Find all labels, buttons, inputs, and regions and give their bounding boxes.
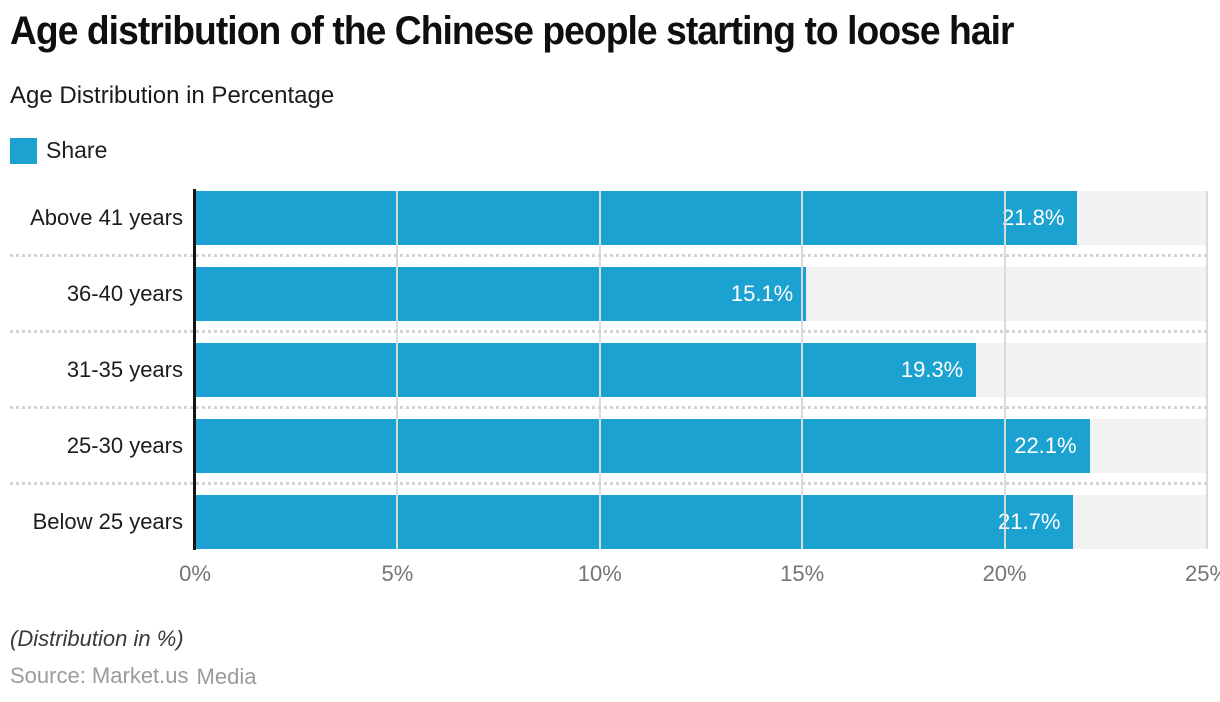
vertical-gridline bbox=[598, 191, 601, 549]
source-text: Source: Market.us Media bbox=[10, 663, 256, 689]
bar-row: Above 41 years 21.8% bbox=[0, 191, 1220, 245]
bar-track: 21.7% bbox=[195, 495, 1207, 549]
bar-share: 21.7% bbox=[195, 495, 1074, 549]
bar-chart-plot-area: Above 41 years 21.8% 36-40 years 15.1% 31-35… bbox=[0, 189, 1220, 550]
bar-share: 15.1% bbox=[195, 267, 807, 321]
source-suffix: Media bbox=[196, 664, 257, 689]
y-axis-line bbox=[193, 189, 196, 550]
vertical-gridline bbox=[1003, 191, 1006, 549]
bar-share: 19.3% bbox=[195, 343, 977, 397]
x-axis-tick-label: 25% bbox=[1184, 561, 1220, 586]
bar-value-label: 19.3% bbox=[900, 357, 964, 382]
row-separator-dotted-line bbox=[10, 254, 1207, 257]
source-prefix: Source: Market.us bbox=[10, 663, 189, 688]
bar-share: 22.1% bbox=[195, 419, 1090, 473]
legend-label: Share bbox=[46, 137, 108, 163]
footnote: (Distribution in %) bbox=[10, 626, 184, 651]
category-label: Above 41 years bbox=[30, 205, 183, 230]
vertical-gridline bbox=[396, 191, 399, 549]
bar-track: 15.1% bbox=[195, 267, 1207, 321]
x-axis-tick-label: 20% bbox=[982, 561, 1027, 586]
bar-share: 21.8% bbox=[195, 191, 1078, 245]
x-axis: 0% 5% 10% 15% 20% 25% bbox=[179, 561, 1220, 591]
legend: Share bbox=[10, 137, 107, 164]
bar-value-label: 15.1% bbox=[730, 281, 794, 306]
row-separator-dotted-line bbox=[10, 406, 1207, 409]
category-label: 36-40 years bbox=[66, 281, 183, 306]
bar-row: 25-30 years 22.1% bbox=[0, 419, 1220, 473]
category-label: 31-35 years bbox=[66, 357, 183, 382]
x-axis-tick-label: 15% bbox=[780, 561, 825, 586]
bar-value-label: 21.7% bbox=[998, 509, 1061, 534]
bar-track: 19.3% bbox=[195, 343, 1207, 397]
row-separator-dotted-line bbox=[10, 330, 1207, 333]
bar-track: 22.1% bbox=[195, 419, 1207, 473]
vertical-gridline bbox=[1206, 191, 1208, 549]
bar-row: 36-40 years 15.1% bbox=[0, 267, 1220, 321]
chart-subtitle: Age Distribution in Percentage bbox=[10, 82, 335, 109]
x-axis-tick-label: 0% bbox=[179, 561, 211, 586]
bar-row: 31-35 years 19.3% bbox=[0, 343, 1220, 397]
category-label: Below 25 years bbox=[32, 509, 183, 534]
bar-value-label: 22.1% bbox=[1014, 433, 1077, 458]
bar-row: Below 25 years 21.7% bbox=[0, 495, 1220, 549]
x-axis-tick-label: 5% bbox=[381, 561, 414, 586]
row-separator-dotted-line bbox=[10, 482, 1207, 485]
category-label: 25-30 years bbox=[66, 433, 183, 458]
vertical-gridline bbox=[801, 191, 804, 549]
bar-track: 21.8% bbox=[195, 191, 1207, 245]
legend-swatch-share bbox=[10, 137, 37, 164]
chart-title: Age distribution of the Chinese people s… bbox=[10, 9, 1014, 53]
bar-value-label: 21.8% bbox=[1002, 205, 1065, 230]
x-axis-tick-label: 10% bbox=[577, 561, 622, 586]
